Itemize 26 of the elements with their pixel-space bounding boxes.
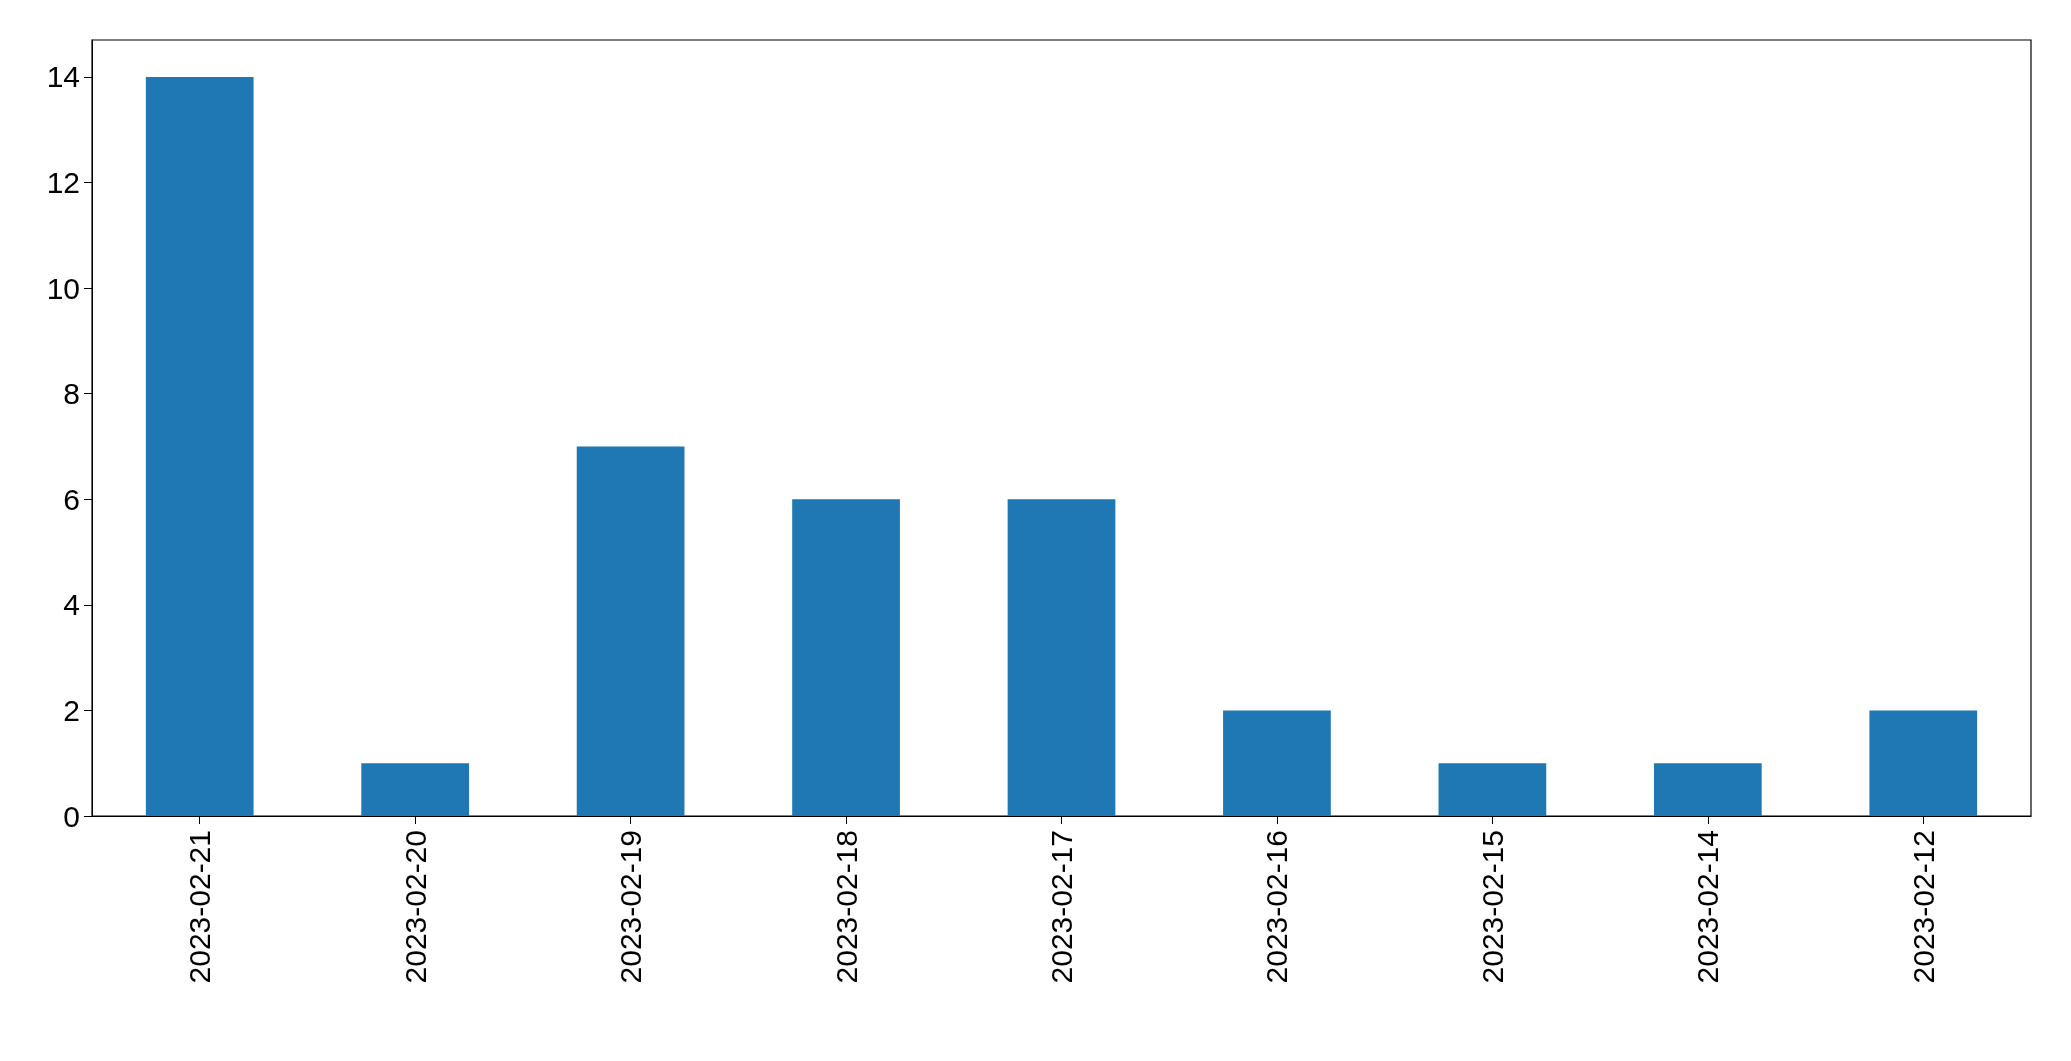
x-tick-label: 2023-02-21	[183, 830, 217, 984]
y-tick-label: 6	[63, 482, 80, 516]
bar	[1438, 763, 1547, 816]
x-tick-label: 2023-02-12	[1906, 830, 1940, 984]
y-tick-label: 12	[46, 166, 80, 200]
y-tick-label: 4	[63, 588, 80, 622]
bar	[1223, 710, 1331, 816]
bar	[1653, 763, 1762, 816]
x-tick-label: 2023-02-14	[1691, 830, 1725, 984]
y-tick-label: 10	[46, 271, 80, 305]
x-tick-label: 2023-02-19	[614, 830, 648, 984]
x-tick-label: 2023-02-20	[398, 830, 432, 984]
y-tick-label: 0	[63, 799, 80, 833]
bar	[361, 763, 470, 816]
bar	[145, 76, 254, 816]
y-tick-label: 2	[63, 693, 80, 727]
bar	[792, 499, 900, 816]
x-tick-label: 2023-02-15	[1475, 830, 1509, 984]
y-tick-label: 14	[46, 60, 80, 94]
x-tick-label: 2023-02-16	[1260, 830, 1294, 984]
y-tick-label: 8	[63, 377, 80, 411]
x-tick-label: 2023-02-18	[829, 830, 863, 984]
x-tick-label: 2023-02-17	[1045, 830, 1078, 984]
bar	[576, 446, 685, 816]
bar	[1869, 710, 1978, 816]
bar	[1007, 499, 1116, 816]
